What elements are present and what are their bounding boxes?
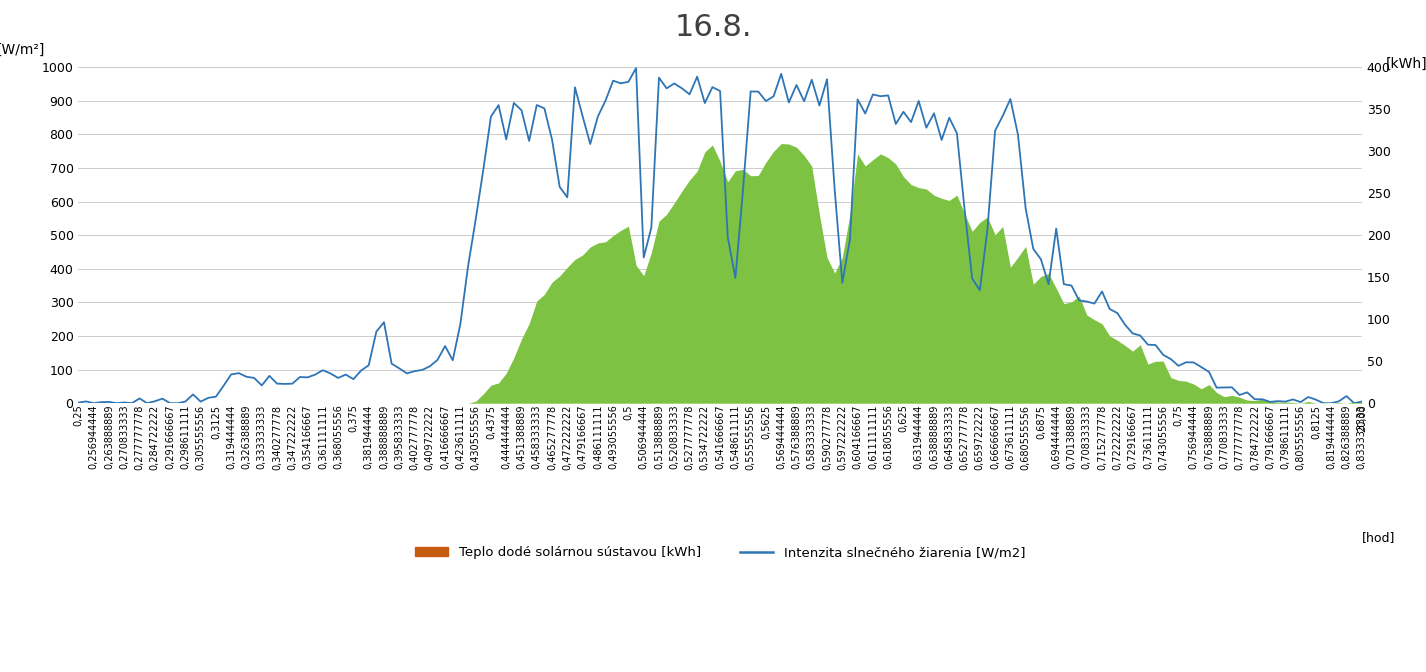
- Y-axis label: [W/m²]: [W/m²]: [0, 43, 44, 57]
- Y-axis label: [kWh]: [kWh]: [1386, 57, 1426, 71]
- Text: 16.8.: 16.8.: [674, 13, 752, 42]
- Text: [hod]: [hod]: [1362, 531, 1395, 544]
- Legend: Teplo dodé solárnou sústavou [kWh], Intenzita slnečného žiarenia [W/m2]: Teplo dodé solárnou sústavou [kWh], Inte…: [409, 541, 1031, 564]
